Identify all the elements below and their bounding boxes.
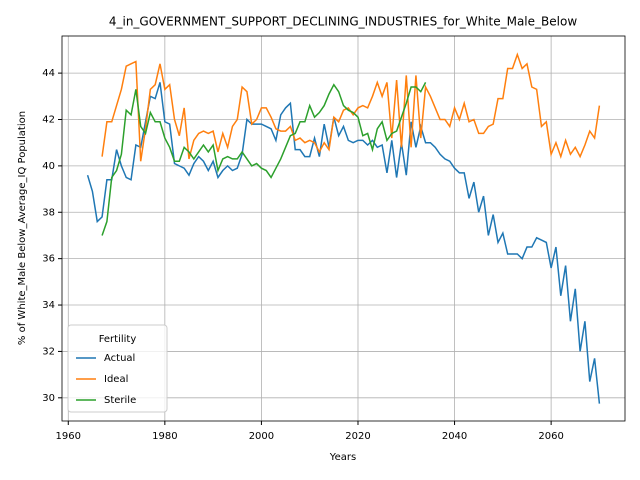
legend-label: Sterile — [104, 395, 136, 406]
legend-title: Fertility — [99, 334, 137, 345]
y-tick-label: 34 — [42, 300, 55, 311]
chart-title: 4_in_GOVERNMENT_SUPPORT_DECLINING_INDUST… — [109, 15, 577, 29]
y-tick-label: 42 — [42, 114, 55, 125]
series-line — [101, 82, 427, 236]
y-tick-label: 36 — [42, 254, 55, 265]
y-tick-label: 44 — [42, 68, 55, 79]
y-axis-label: % of White_Male Below_Average_IQ Populat… — [17, 111, 28, 345]
legend-label: Actual — [104, 353, 135, 364]
x-tick-label: 2060 — [538, 431, 563, 442]
y-tick-label: 32 — [42, 346, 55, 357]
y-tick-label: 38 — [42, 207, 55, 218]
x-tick-label: 2020 — [345, 431, 370, 442]
x-tick-label: 1980 — [152, 431, 177, 442]
y-tick-label: 30 — [42, 393, 55, 404]
x-tick-label: 2040 — [442, 431, 467, 442]
plot-frame — [61, 35, 626, 422]
x-axis-label: Years — [329, 452, 356, 463]
y-tick-label: 40 — [42, 161, 55, 172]
legend-label: Ideal — [104, 374, 128, 385]
legend-box — [67, 324, 168, 413]
series-line — [86, 82, 601, 404]
x-tick-label: 1960 — [56, 431, 81, 442]
x-tick-label: 2000 — [249, 431, 274, 442]
